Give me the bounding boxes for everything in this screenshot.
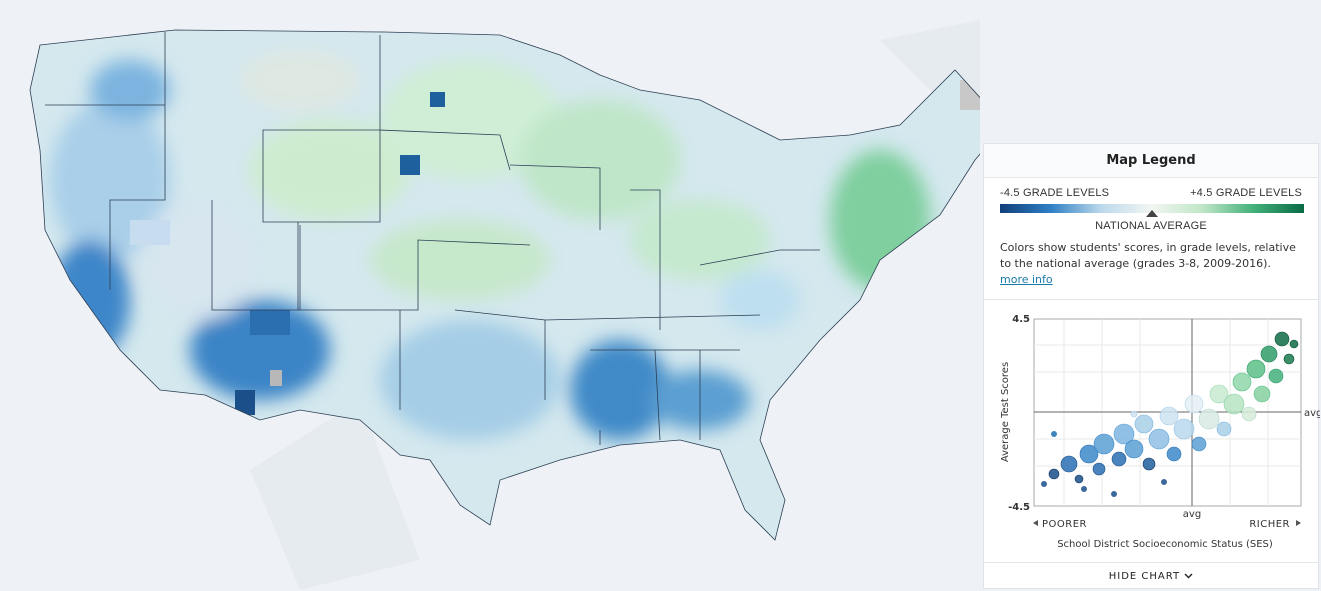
land-background <box>250 20 980 590</box>
description: Colors show students' scores, in grade l… <box>1000 240 1306 288</box>
more-info-link[interactable]: more info <box>1000 273 1053 286</box>
arrow-left <box>1033 520 1038 526</box>
scatter-chart: 4.5 -4.5 avg avg Average Test Scores POO… <box>1000 314 1320 550</box>
x-high-label: RICHER <box>1249 519 1290 530</box>
state-borders <box>29 29 980 541</box>
y-axis-label: Average Test Scores <box>1000 362 1011 462</box>
legend-panel: Map Legend -4.5 GRADE LEVELS +4.5 GRADE … <box>983 143 1320 591</box>
arrow-right <box>1296 520 1301 526</box>
x-avg-label: avg <box>1183 509 1201 520</box>
description-text: Colors show students' scores, in grade l… <box>1000 241 1296 270</box>
y-min-label: -4.5 <box>1008 502 1030 513</box>
y-max-label: 4.5 <box>1012 314 1030 325</box>
scatter-points <box>1041 331 1299 497</box>
x-low-label: POORER <box>1042 519 1087 530</box>
hide-chart-text: HIDE CHART <box>1108 571 1181 582</box>
high-label: +4.5 GRADE LEVELS <box>1190 187 1302 199</box>
hide-chart-button[interactable]: HIDE CHART <box>984 562 1318 591</box>
x-axis-label: School District Socioeconomic Status (SE… <box>1057 539 1273 550</box>
legend-title: Map Legend <box>984 144 1318 178</box>
low-label: -4.5 GRADE LEVELS <box>1000 187 1110 199</box>
color-scale <box>1000 204 1304 213</box>
divider <box>984 299 1318 300</box>
y-avg-label: avg <box>1304 408 1320 419</box>
map <box>29 20 980 590</box>
districts <box>30 30 980 540</box>
chevron <box>1184 573 1193 579</box>
midpoint-marker <box>1146 210 1158 217</box>
midpoint-label: NATIONAL AVERAGE <box>1095 220 1207 232</box>
